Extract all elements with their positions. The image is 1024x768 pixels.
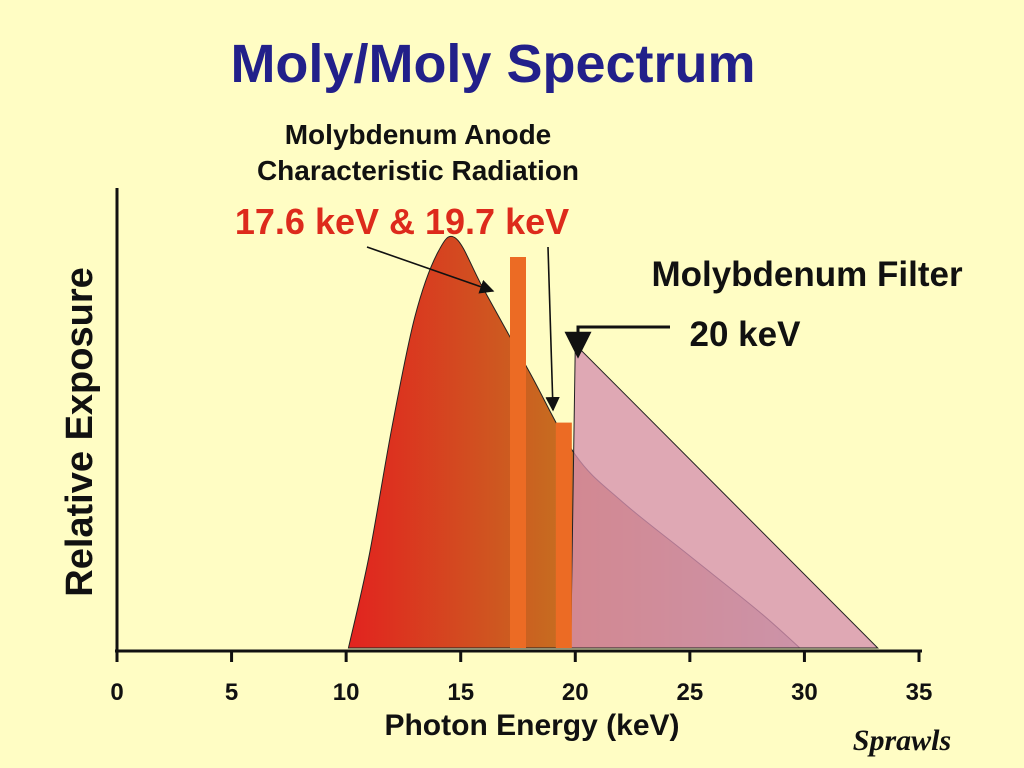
arrow-to-k-beta (545, 246, 560, 412)
k-beta-line (555, 422, 572, 648)
anode-annotation-line-1: Molybdenum Anode (285, 119, 552, 150)
x-axis-ticks: 0 5 10 15 20 25 30 35 (110, 651, 932, 706)
author-signature: Sprawls (853, 724, 951, 757)
x-tick-label: 35 (906, 679, 933, 706)
x-tick-label: 10 (333, 679, 360, 706)
chart-title: Moly/Moly Spectrum (230, 34, 755, 94)
x-tick-label: 20 (562, 679, 589, 706)
k-alpha-line (510, 257, 526, 648)
filtered-spectrum-area (570, 343, 879, 649)
x-tick-label: 15 (447, 679, 474, 706)
x-tick-label: 30 (791, 679, 818, 706)
x-tick-label: 25 (677, 679, 704, 706)
spectrum-areas (347, 235, 879, 649)
anode-annotation-line-2: Characteristic Radiation (257, 155, 579, 186)
characteristic-energies-label: 17.6 keV & 19.7 keV (235, 201, 569, 242)
x-tick-label: 0 (110, 679, 123, 706)
characteristic-lines (510, 257, 572, 648)
arrow-to-filter-edge (564, 325, 670, 359)
filter-label: Molybdenum Filter (651, 255, 963, 294)
x-axis-label: Photon Energy (keV) (384, 709, 679, 742)
filter-edge-label: 20 keV (690, 315, 802, 354)
x-tick-label: 5 (225, 679, 238, 706)
y-axis-label: Relative Exposure (59, 267, 101, 596)
arrow-to-k-alpha (366, 246, 495, 294)
